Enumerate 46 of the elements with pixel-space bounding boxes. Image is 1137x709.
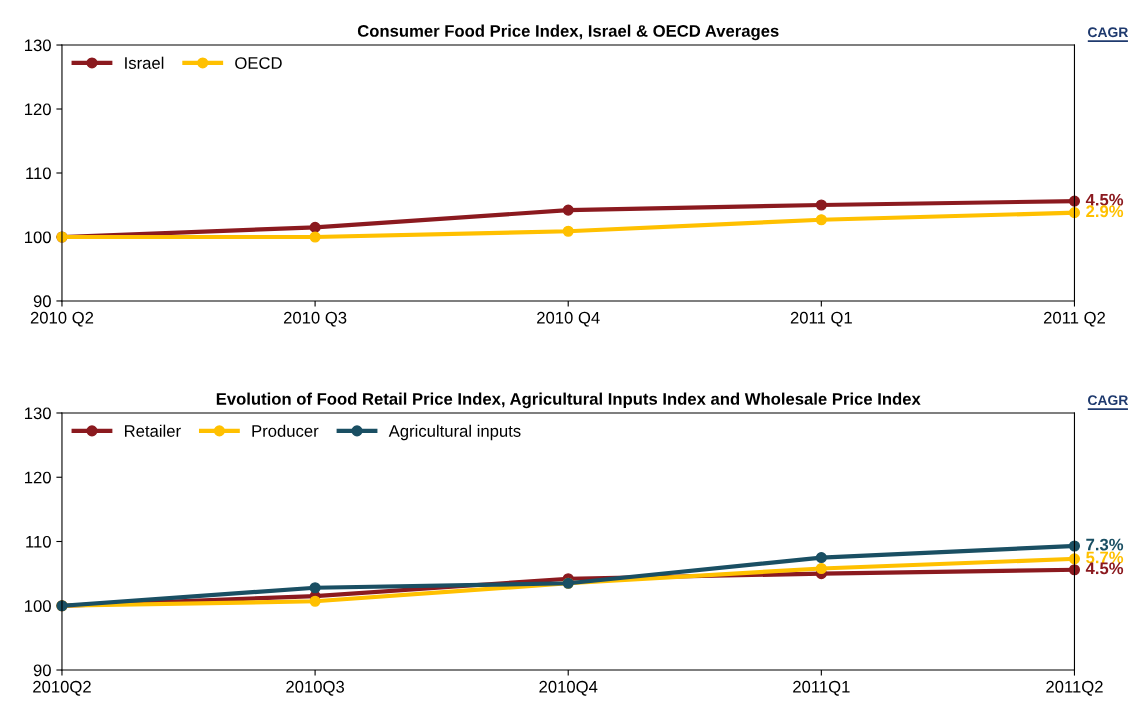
x-tick-label: 2011Q1 — [793, 680, 850, 696]
y-tick-label: 120 — [25, 471, 51, 484]
annotation: 4.5% — [1085, 562, 1124, 575]
chart-title: Evolution of Food Retail Price Index, Agricultural Inputs Index and Wholesale Price Index — [216, 392, 921, 409]
point — [815, 552, 827, 564]
point — [815, 214, 827, 226]
chart-title: Consumer Food Price Index, Israel & OECD Averages — [357, 24, 779, 41]
y-tick-label: 110 — [26, 535, 51, 548]
annotation: 4.5% — [1085, 193, 1124, 206]
legend-label: OECD — [235, 57, 282, 69]
x-tick-label: 2010Q4 — [539, 680, 598, 696]
x-tick-label: 2010Q3 — [286, 680, 345, 696]
legend-label: Producer — [252, 424, 319, 437]
point — [815, 562, 827, 575]
x-tick-label: 2011 Q2 — [1043, 311, 1105, 327]
point — [309, 231, 321, 243]
annotation: 7.3% — [1086, 538, 1124, 551]
text: CAGR — [1088, 27, 1129, 38]
point — [815, 199, 827, 211]
text: CAGR — [1088, 395, 1129, 406]
x-tick-label: 2010Q2 — [33, 680, 91, 696]
y-tick-label: 130 — [25, 39, 51, 52]
point — [309, 582, 321, 594]
point — [309, 595, 321, 607]
y-tick-label: 130 — [25, 407, 51, 420]
annotation: 2.9% — [1086, 205, 1124, 218]
point — [562, 225, 574, 237]
legend-label: Israel — [125, 56, 164, 69]
legend-label: Agricultural inputs — [388, 424, 521, 441]
point — [1068, 207, 1081, 219]
y-tick-label: 100 — [25, 231, 51, 244]
point — [1068, 564, 1081, 576]
y-tick-label: 110 — [26, 167, 51, 180]
y-tick-label: 120 — [25, 103, 51, 116]
point — [562, 204, 574, 216]
x-tick-label: 2010 Q4 — [537, 311, 600, 327]
x-tick-label: 2011 Q1 — [790, 311, 852, 327]
point — [309, 221, 321, 233]
x-tick-label: 2011Q2 — [1046, 680, 1103, 696]
legend-label: Retailer — [125, 424, 181, 437]
x-tick-label: 2010 Q2 — [30, 311, 94, 327]
y-tick-label: 100 — [25, 600, 51, 612]
annotation: 5.7% — [1086, 551, 1124, 564]
y-tick-label: 90 — [33, 664, 51, 677]
x-tick-label: 2010 Q3 — [283, 311, 347, 327]
y-tick-label: 90 — [33, 295, 51, 308]
